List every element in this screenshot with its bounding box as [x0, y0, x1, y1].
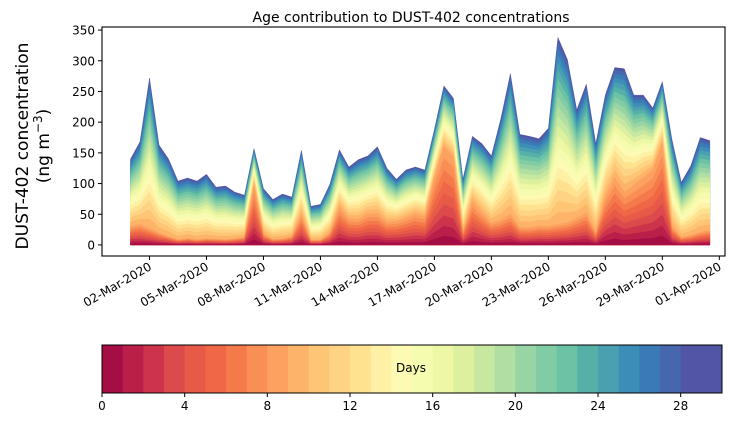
- colorbar-segment: [122, 345, 144, 393]
- colorbar-segment: [618, 345, 640, 393]
- chart-title: Age contribution to DUST-402 concentrati…: [253, 10, 570, 26]
- colorbar-segment: [391, 345, 413, 393]
- age-bands: [130, 36, 710, 246]
- colorbar-segment: [680, 345, 702, 393]
- colorbar-tick-label: 28: [673, 399, 688, 413]
- y-axis-label-line1: DUST-402 concentration: [13, 43, 33, 250]
- y-axis-ticks: 0 50 100 150 200 250 300 350: [72, 24, 102, 252]
- colorbar-segment: [267, 345, 289, 393]
- colorbar-segment: [598, 345, 620, 393]
- colorbar-tick-label: 8: [264, 399, 272, 413]
- colorbar-segment: [515, 345, 537, 393]
- colorbar-segment: [184, 345, 206, 393]
- y-axis-label: DUST-402 concentration (ng m−3): [13, 43, 54, 250]
- colorbar-segment: [226, 345, 248, 393]
- colorbar-ticks: 0 4 8 12 16 20 24 28: [98, 393, 688, 413]
- y-tick-label: 200: [72, 116, 95, 130]
- y-axis-unit-exponent: −3: [31, 115, 45, 133]
- colorbar-label: Days: [396, 361, 426, 375]
- colorbar-segment: [412, 345, 434, 393]
- colorbar: [102, 345, 722, 393]
- colorbar-segment: [639, 345, 661, 393]
- y-axis-unit-close: ): [34, 109, 54, 116]
- y-tick-label: 300: [72, 54, 95, 68]
- colorbar-segment: [350, 345, 372, 393]
- colorbar-tick-label: 24: [590, 399, 605, 413]
- colorbar-segment: [453, 345, 475, 393]
- colorbar-segment: [556, 345, 578, 393]
- colorbar-segment: [288, 345, 310, 393]
- colorbar-segment: [329, 345, 351, 393]
- y-tick-label: 50: [80, 208, 95, 222]
- colorbar-segment: [536, 345, 558, 393]
- y-tick-label: 150: [72, 146, 95, 160]
- colorbar-segment: [474, 345, 496, 393]
- colorbar-tick-label: 4: [181, 399, 189, 413]
- colorbar-tick-label: 12: [342, 399, 357, 413]
- y-tick-label: 0: [87, 238, 95, 252]
- colorbar-segment: [143, 345, 165, 393]
- colorbar-segment: [308, 345, 330, 393]
- y-tick-label: 100: [72, 177, 95, 191]
- colorbar-segment: [701, 345, 722, 393]
- colorbar-segment: [432, 345, 454, 393]
- colorbar-tick-label: 20: [508, 399, 523, 413]
- colorbar-segment: [246, 345, 268, 393]
- x-axis-ticks: 02-Mar-202005-Mar-202008-Mar-202011-Mar-…: [81, 256, 724, 310]
- y-tick-label: 350: [72, 24, 95, 38]
- colorbar-segment: [102, 345, 124, 393]
- plot-frame: [101, 26, 726, 257]
- colorbar-segment: [494, 345, 516, 393]
- y-tick-label: 250: [72, 85, 95, 99]
- colorbar-segment: [660, 345, 682, 393]
- colorbar-tick-label: 0: [98, 399, 106, 413]
- y-axis-label-line2: (ng m−3): [31, 109, 54, 184]
- colorbar-tick-label: 16: [425, 399, 440, 413]
- colorbar-frame: [101, 344, 723, 394]
- age-band-0-days: [130, 235, 710, 246]
- y-axis-unit: (ng m: [34, 133, 54, 183]
- colorbar-segment: [205, 345, 227, 393]
- colorbar-segment: [370, 345, 392, 393]
- age-band-9-days: [130, 139, 710, 246]
- colorbar-segment: [164, 345, 186, 393]
- colorbar-segment: [577, 345, 599, 393]
